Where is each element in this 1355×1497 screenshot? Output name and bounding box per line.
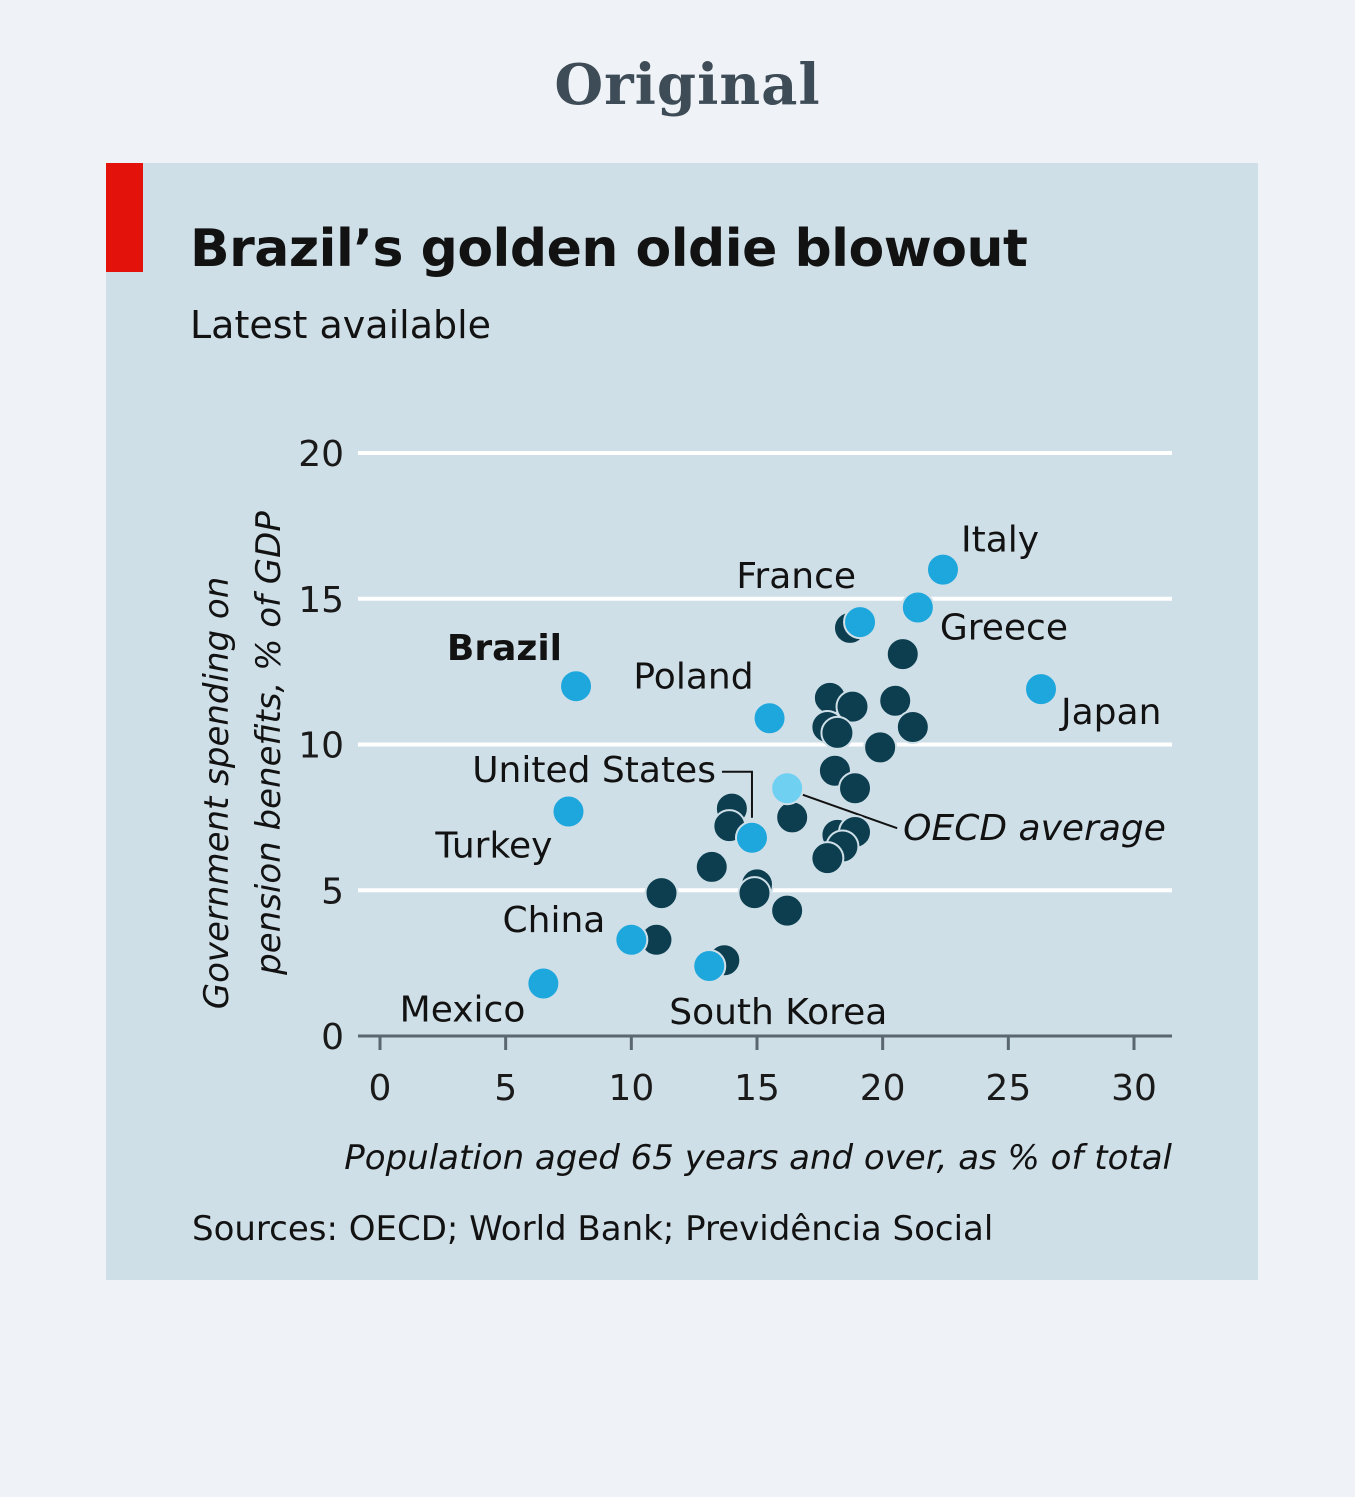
point-mexico (526, 966, 561, 1001)
point-labels: Brazil Italy Greece France Poland Japan United… (400, 520, 1166, 1033)
leader-lines (721, 770, 898, 830)
label-brazil: Brazil (447, 628, 562, 669)
y-axis-title-line1: Government spending on (197, 577, 237, 1010)
point-poland (752, 701, 787, 736)
x-tick-label-30: 30 (1111, 1068, 1157, 1109)
data-point (775, 800, 810, 835)
y-tick-label-0: 0 (321, 1017, 344, 1058)
y-tick-label-20: 20 (298, 434, 344, 475)
source-note: Sources: OECD; World Bank; Previdência S… (192, 1209, 994, 1249)
x-tick-label-25: 25 (985, 1068, 1031, 1109)
x-tick-label-10: 10 (608, 1068, 654, 1109)
label-oecd-average: OECD average (903, 808, 1166, 849)
x-axis (358, 1034, 1172, 1050)
y-tick-label-5: 5 (321, 871, 344, 912)
label-turkey: Turkey (434, 826, 552, 867)
label-poland: Poland (633, 656, 753, 697)
oecd-average-leader (800, 793, 898, 830)
x-tick-label-0: 0 (369, 1068, 392, 1109)
data-point (878, 683, 913, 718)
data-point (895, 710, 930, 745)
united-states-leader (721, 770, 753, 818)
data-point (835, 689, 870, 724)
data-point (694, 849, 729, 884)
data-point (863, 730, 898, 765)
scatter-plot: 0 5 10 15 20 0 5 10 15 20 25 30 Brazil Italy Greece F… (197, 434, 1173, 1178)
point-greece (900, 590, 935, 625)
x-axis-title: Population aged 65 years and over, as % … (344, 1138, 1172, 1178)
x-tick-label-20: 20 (860, 1068, 906, 1109)
data-point (737, 876, 772, 911)
label-greece: Greece (940, 607, 1068, 648)
data-point (885, 637, 920, 672)
point-china (614, 922, 649, 957)
data-point (770, 893, 805, 928)
page-heading: Original (554, 52, 821, 118)
data-point (644, 876, 679, 911)
label-united-states: United States (472, 750, 716, 791)
label-france: France (736, 556, 856, 597)
label-mexico: Mexico (400, 990, 526, 1031)
data-point (820, 715, 855, 750)
label-japan: Japan (1059, 692, 1161, 733)
data-point (810, 841, 845, 876)
x-tick-label-15: 15 (734, 1068, 780, 1109)
point-turkey (551, 794, 586, 829)
data-point (838, 771, 873, 806)
highlighted-points (526, 552, 1059, 1001)
label-south-korea: South Korea (669, 992, 887, 1033)
chart-title: Brazil’s golden oldie blowout (190, 219, 1028, 279)
y-tick-label-15: 15 (298, 580, 344, 621)
y-tick-labels: 0 5 10 15 20 (298, 434, 344, 1058)
x-tick-labels: 0 5 10 15 20 25 30 (369, 1068, 1157, 1109)
gridlines (358, 451, 1172, 893)
point-united-states (734, 820, 769, 855)
point-france (843, 605, 878, 640)
label-china: China (502, 900, 605, 941)
red-accent-tab (106, 163, 143, 272)
point-oecd-average (770, 771, 805, 806)
y-tick-label-10: 10 (298, 726, 344, 767)
chart-panel: Brazil’s golden oldie blowout Latest ava… (106, 163, 1258, 1280)
x-tick-label-5: 5 (494, 1068, 517, 1109)
point-south-korea (692, 949, 727, 984)
point-italy (925, 552, 960, 587)
y-axis-title-line2: pension benefits, % of GDP (249, 511, 289, 976)
chart-subtitle: Latest available (190, 303, 492, 347)
point-japan (1024, 672, 1059, 707)
label-italy: Italy (961, 520, 1039, 561)
point-brazil (559, 669, 594, 704)
